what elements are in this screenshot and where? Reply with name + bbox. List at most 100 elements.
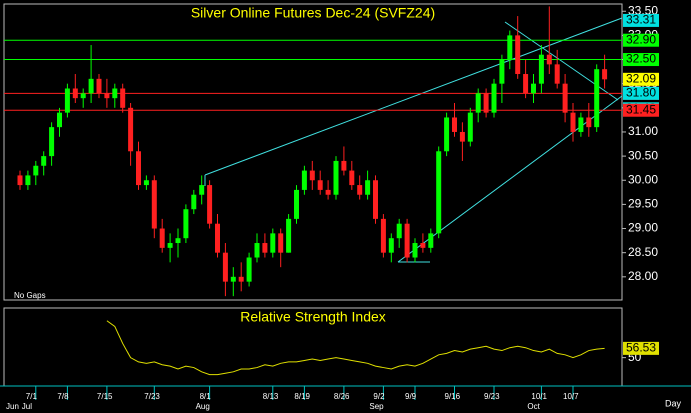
price-badge-label: 32.90 [626, 32, 656, 46]
candle-body [404, 223, 410, 258]
candle-body [25, 175, 31, 186]
x-tick-label: 9/16 [445, 392, 461, 401]
rsi-line [106, 320, 605, 376]
month-label: Sep [369, 402, 384, 411]
candle-body [278, 233, 284, 253]
x-tick-label: 8/19 [294, 392, 310, 401]
candle-body [341, 160, 347, 171]
candle-body [388, 238, 394, 253]
candle-body [428, 233, 434, 248]
x-tick-label: 7/8 [57, 392, 69, 401]
candle-body [254, 243, 260, 258]
x-tick-label: 10/7 [563, 392, 579, 401]
month-label: Jul [22, 402, 32, 411]
price-badge [623, 86, 659, 100]
candle-body [96, 78, 102, 94]
price-badge-label: 32.09 [626, 71, 656, 85]
candle-body [167, 243, 173, 248]
x-tick-label: 8/26 [334, 392, 350, 401]
candle-body [531, 83, 536, 94]
rsi-title: Relative Strength Index [240, 309, 386, 325]
y-tick-label: 28.00 [628, 269, 658, 283]
price-badge-label: 31.45 [626, 102, 656, 116]
candle-body [230, 276, 236, 282]
candle-body [491, 83, 497, 113]
candle-body [199, 185, 205, 195]
candle-body [594, 69, 600, 128]
candle-body [270, 233, 276, 253]
candle-body [459, 131, 465, 142]
candle-body [578, 117, 584, 132]
candle-body [207, 185, 213, 224]
candle-body [570, 112, 576, 132]
price-badge-label: 33.31 [626, 13, 656, 27]
month-label: Oct [527, 402, 540, 411]
candle-body [412, 243, 418, 258]
candle-body [317, 180, 323, 190]
candle-body [222, 252, 228, 282]
x-tick-label: 8/13 [263, 392, 279, 401]
candle-body [515, 35, 521, 75]
rsi-badge [623, 341, 659, 355]
candle-body [365, 180, 371, 195]
candle-body [586, 117, 592, 128]
candle-body [183, 209, 189, 239]
candle-body [499, 59, 505, 84]
candle-body [120, 88, 126, 108]
price-badge [623, 53, 659, 67]
candle-body [64, 88, 70, 113]
candle-body [215, 223, 220, 253]
candle-body [104, 93, 110, 99]
candle-body [483, 93, 489, 113]
candle-body [380, 218, 386, 253]
candle-body [88, 78, 94, 94]
candle-body [286, 218, 292, 253]
candle-body [49, 127, 55, 157]
x-tick-label: 9/9 [405, 392, 417, 401]
candle-body [538, 54, 544, 84]
candle-body [246, 257, 252, 282]
price-badge-label: 31.80 [626, 86, 656, 100]
y-tick-label: 28.50 [628, 245, 658, 259]
candle-body [444, 117, 450, 152]
axes: 28.0028.5029.0029.5030.0030.5031.0031.50… [6, 3, 659, 411]
candle-body [72, 88, 78, 99]
candle-body [262, 243, 268, 253]
candle-body [396, 223, 402, 239]
candle-body [57, 112, 62, 128]
price-badge [623, 13, 659, 27]
x-tick-label: 9/2 [373, 392, 385, 401]
candle-body [191, 194, 197, 210]
rsi-badge-label: 56.53 [626, 341, 656, 355]
trendline [397, 95, 623, 263]
candle-body [128, 107, 134, 152]
candle-body [475, 93, 481, 113]
candle-body [562, 83, 568, 113]
candle-body [523, 74, 529, 94]
candle-body [349, 170, 355, 186]
candle-body [420, 243, 426, 248]
y-tick-label: 29.00 [628, 221, 658, 235]
candle-body [373, 180, 378, 219]
candle-body [143, 180, 149, 186]
candle-body [554, 64, 560, 84]
candle-body [294, 189, 299, 219]
period-label: Day [665, 398, 682, 408]
price-plot [4, 6, 622, 297]
gap-note: No Gaps [14, 291, 46, 300]
y-tick-label: 33.50 [628, 3, 658, 17]
price-badge-label: 32.50 [626, 52, 656, 66]
candle-body [452, 117, 457, 132]
y-tick-label: 29.50 [628, 197, 658, 211]
candle-body [325, 189, 331, 195]
x-tick-label: 7/1 [26, 392, 38, 401]
price-panel [3, 3, 623, 301]
candle-body [507, 35, 513, 60]
candle-body [309, 170, 315, 181]
x-tick-label: 10/1 [531, 392, 547, 401]
candle-body [33, 165, 39, 176]
candle-body [112, 88, 118, 99]
candle-body [602, 69, 608, 80]
y-tick-label: 30.00 [628, 172, 658, 186]
